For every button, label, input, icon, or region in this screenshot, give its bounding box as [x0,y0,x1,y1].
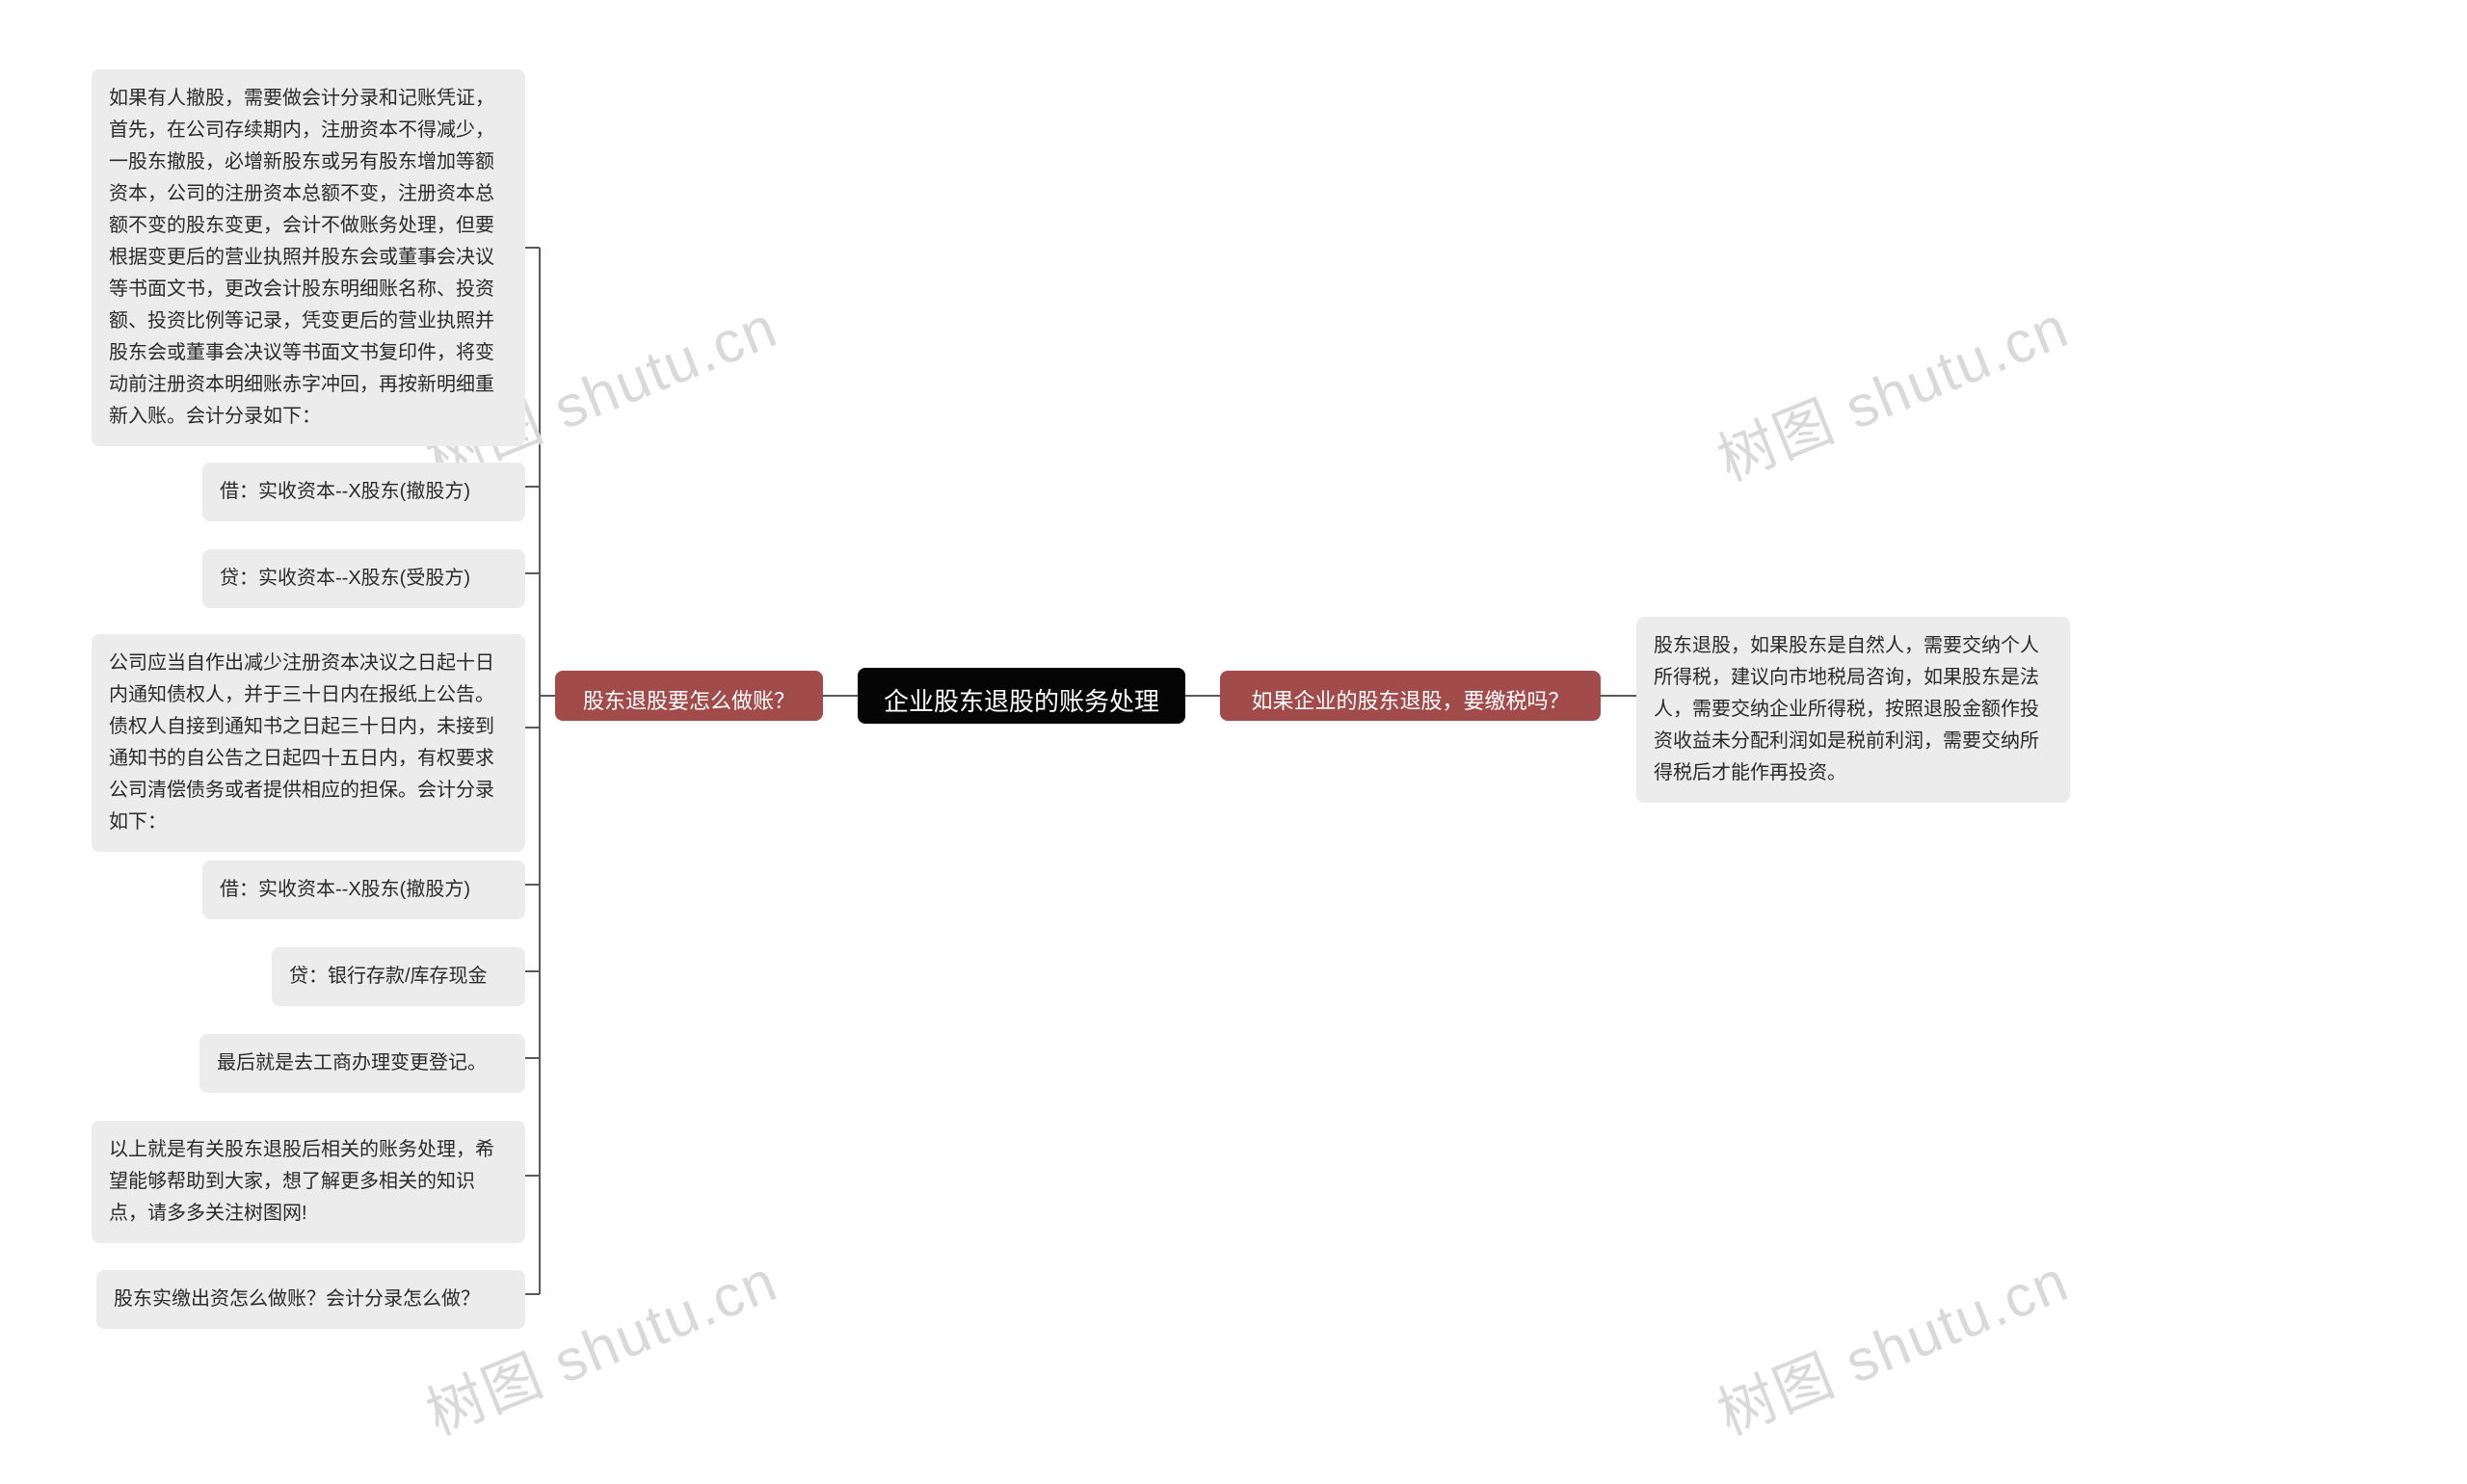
watermark: 树图 shutu.cn [412,1234,788,1451]
leaf-node[interactable]: 贷：银行存款/库存现金 [272,947,525,1006]
leaf-node[interactable]: 借：实收资本--X股东(撤股方) [202,463,525,521]
leaf-node[interactable]: 借：实收资本--X股东(撤股方) [202,861,525,919]
leaf-node[interactable]: 公司应当自作出减少注册资本决议之日起十日内通知债权人，并于三十日内在报纸上公告。… [92,634,525,852]
leaf-node[interactable]: 如果有人撤股，需要做会计分录和记账凭证，首先，在公司存续期内，注册资本不得减少，… [92,69,525,446]
watermark: 树图 shutu.cn [1704,1234,2080,1451]
mindmap-canvas: 树图 shutu.cn 树图 shutu.cn 树图 shutu.cn 树图 s… [0,0,2467,1484]
leaf-node[interactable]: 最后就是去工商办理变更登记。 [199,1034,525,1093]
watermark: 树图 shutu.cn [1704,280,2080,497]
leaf-node[interactable]: 以上就是有关股东退股后相关的账务处理，希望能够帮助到大家，想了解更多相关的知识点… [92,1121,525,1243]
branch-left[interactable]: 股东退股要怎么做账？ [555,671,823,721]
leaf-node[interactable]: 贷：实收资本--X股东(受股方) [202,549,525,608]
branch-right[interactable]: 如果企业的股东退股，要缴税吗？ [1220,671,1601,721]
leaf-node[interactable]: 股东退股，如果股东是自然人，需要交纳个人所得税，建议向市地税局咨询，如果股东是法… [1636,617,2070,803]
leaf-node[interactable]: 股东实缴出资怎么做账？会计分录怎么做？ [96,1270,525,1329]
root-node[interactable]: 企业股东退股的账务处理 [858,668,1185,724]
